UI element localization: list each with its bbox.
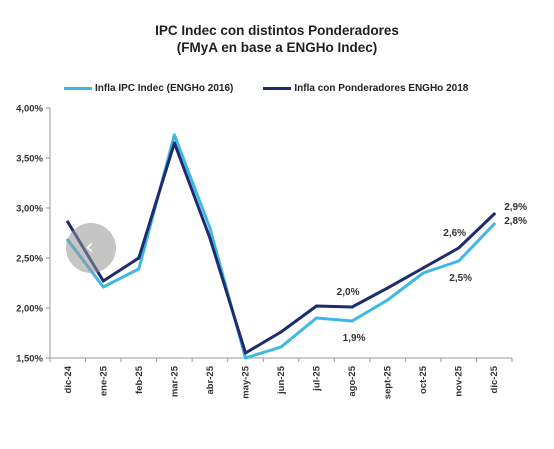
data-point-series-1 (492, 222, 496, 226)
x-tick-label: mar-25 (169, 365, 180, 397)
legend-item-series-1: Infla IPC Indec (ENGHo 2016) (64, 83, 233, 94)
x-tick-label: feb-25 (134, 365, 145, 394)
data-point-series-2 (172, 141, 176, 145)
x-tick-label: sept-25 (383, 365, 394, 399)
data-point-series-2 (101, 279, 105, 283)
series-line-1 (66, 133, 496, 360)
data-point-series-1 (172, 133, 176, 137)
legend-item-series-2: Infla con Ponderadores ENGHo 2018 (263, 83, 468, 94)
x-tick-label: oct-25 (418, 365, 429, 394)
data-point-series-2 (279, 330, 283, 334)
x-tick-label: jun-25 (276, 365, 287, 395)
data-point-series-1 (137, 267, 141, 271)
legend-label-series-2: Infla con Ponderadores ENGHo 2018 (294, 83, 469, 94)
data-point-series-2 (492, 212, 496, 216)
legend-label-series-1: Infla IPC Indec (ENGHo 2016) (95, 83, 234, 94)
data-point-series-1 (350, 319, 354, 323)
data-point-series-2 (137, 256, 141, 260)
y-tick-label: 2,00% (16, 304, 43, 315)
data-point-series-1 (457, 259, 461, 263)
data-label-series-1: 2,5% (449, 273, 472, 284)
x-tick-label: may-25 (240, 365, 251, 398)
data-label-series-2: 2,6% (443, 228, 466, 239)
chart-title: IPC Indec con distintos Ponderadores (155, 23, 399, 38)
legend: Infla IPC Indec (ENGHo 2016) Infla con P… (64, 83, 468, 94)
y-tick-label: 3,50% (16, 154, 43, 165)
data-label-series-1: 1,9% (343, 333, 366, 344)
legend-swatch-series-1 (64, 87, 92, 90)
x-tick-label: nov-25 (454, 365, 465, 396)
y-tick-label: 3,00% (16, 204, 43, 215)
y-tick-label: 4,00% (16, 104, 43, 115)
data-point-series-2 (243, 351, 247, 355)
data-point-series-2 (457, 246, 461, 250)
chart-subtitle: (FMyA en base a ENGHo Indec) (176, 40, 378, 55)
data-label-series-2: 2,0% (337, 287, 360, 298)
data-point-series-2 (386, 286, 390, 290)
data-point-series-1 (208, 226, 212, 230)
x-tick-label: dic-25 (489, 365, 500, 393)
data-label-series-1: 2,8% (504, 216, 527, 227)
x-tick-label: jul-25 (312, 365, 323, 392)
data-point-series-2 (421, 266, 425, 270)
y-tick-label: 1,50% (16, 354, 43, 365)
data-point-series-1 (315, 316, 319, 320)
x-tick-label: dic-24 (63, 365, 74, 393)
data-point-series-1 (386, 298, 390, 302)
chevron-left-icon: ‹ (85, 235, 94, 260)
previous-button[interactable]: ‹ (66, 223, 116, 273)
y-tick-label: 2,50% (16, 254, 43, 265)
series-line-2 (66, 141, 496, 355)
data-point-series-2 (350, 305, 354, 309)
legend-swatch-series-2 (263, 87, 292, 90)
data-point-series-1 (279, 345, 283, 349)
x-tick-label: abr-25 (205, 365, 216, 394)
data-point-series-1 (101, 285, 105, 289)
data-point-series-2 (208, 236, 212, 240)
data-point-series-1 (421, 271, 425, 275)
data-point-series-2 (315, 304, 319, 308)
x-tick-label: ago-25 (347, 365, 358, 396)
data-point-series-1 (243, 356, 247, 360)
x-tick-label: ene-25 (98, 365, 109, 396)
data-point-series-2 (66, 220, 70, 224)
data-label-series-2: 2,9% (504, 202, 527, 213)
